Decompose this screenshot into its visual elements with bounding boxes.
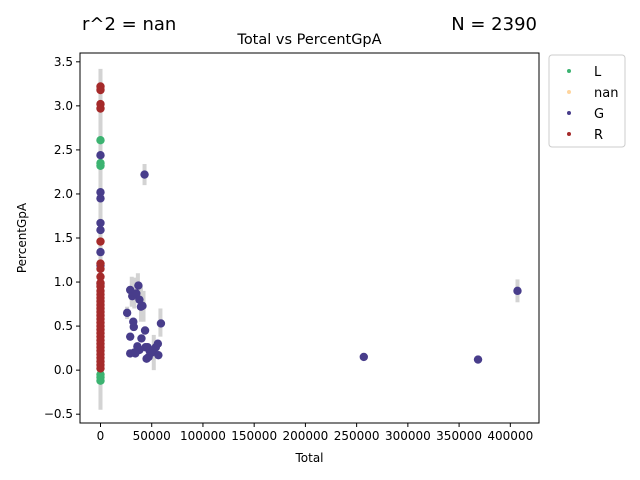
data-point-g <box>153 339 163 348</box>
data-point-g <box>156 319 166 328</box>
x-tick-label: 250000 <box>334 429 380 443</box>
data-point-l <box>96 376 105 385</box>
data-point-g <box>140 326 150 335</box>
data-point-g <box>154 350 163 360</box>
x-tick-label: 200000 <box>282 429 328 443</box>
data-point-g <box>96 218 105 228</box>
data-point-g <box>140 170 149 179</box>
data-point-g <box>138 301 147 311</box>
legend-box <box>548 54 626 148</box>
legend-marker-l <box>567 69 571 73</box>
x-tick-label: 0 <box>97 429 105 443</box>
sample-count-label: N = 2390 <box>451 14 537 35</box>
data-point-l <box>96 370 105 379</box>
data-point-l <box>96 136 105 145</box>
legend-label-r: R <box>594 128 603 143</box>
x-tick-label: 100000 <box>180 429 226 443</box>
y-tick-label: 1.0 <box>54 275 73 289</box>
data-point-r <box>96 237 105 246</box>
data-point-g <box>129 322 138 332</box>
y-tick-label: 1.5 <box>54 231 73 245</box>
x-tick-label: 50000 <box>133 429 171 443</box>
data-point-g <box>96 194 105 203</box>
y-tick-label: 2.0 <box>54 187 73 201</box>
x-tick-label: 400000 <box>487 429 533 443</box>
data-point-r <box>96 104 105 113</box>
data-point-g <box>131 349 140 358</box>
legend-label-l: L <box>594 65 602 80</box>
x-axis-label: Total <box>294 451 323 465</box>
r-squared-label: r^2 = nan <box>82 14 176 35</box>
y-tick-label: 3.5 <box>54 55 73 69</box>
data-point-g <box>96 150 105 160</box>
y-tick-label: 0.5 <box>54 319 73 333</box>
chart-title: Total vs PercentGpA <box>236 32 381 48</box>
legend-label-g: G <box>594 107 604 122</box>
y-tick-label: 0.0 <box>54 363 73 377</box>
data-point-l <box>96 161 105 170</box>
y-axis-label: PercentGpA <box>15 202 29 273</box>
data-point-g <box>359 352 369 362</box>
data-point-r <box>96 364 105 373</box>
data-point-g <box>134 281 143 290</box>
data-point-g <box>473 355 483 364</box>
data-point-g <box>137 334 146 343</box>
data-point-g <box>96 225 105 235</box>
data-point-g <box>126 332 135 341</box>
legend-marker-nan <box>567 90 571 94</box>
data-point-g <box>513 286 522 296</box>
y-tick-label: 2.5 <box>54 143 73 157</box>
legend-marker-r <box>567 132 571 136</box>
data-point-r <box>96 264 105 274</box>
data-point-g <box>96 247 105 257</box>
y-tick-label: −0.5 <box>44 407 73 421</box>
x-tick-label: 300000 <box>385 429 431 443</box>
data-point-r <box>96 85 105 95</box>
legend-marker-g <box>567 111 571 115</box>
axes-frame <box>79 52 540 424</box>
x-axis: 0 50000 100000 150000 200000 250000 300000 3500… <box>97 423 533 443</box>
y-tick-label: 3.0 <box>54 99 73 113</box>
legend-label-nan: nan <box>594 86 618 101</box>
data-point-g <box>122 308 132 318</box>
x-tick-label: 150000 <box>231 429 277 443</box>
x-tick-label: 350000 <box>436 429 482 443</box>
data-point-r <box>96 272 105 281</box>
y-axis: −0.5 0.0 0.5 1.0 1.5 2.0 2.5 3.0 3.5 <box>44 55 80 421</box>
data-point-g <box>96 187 105 197</box>
plot-area <box>96 68 522 410</box>
